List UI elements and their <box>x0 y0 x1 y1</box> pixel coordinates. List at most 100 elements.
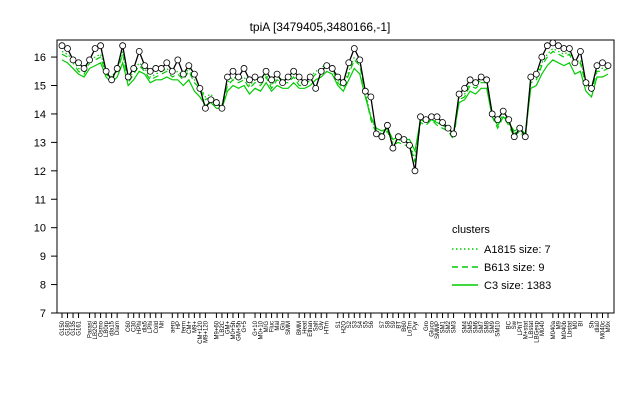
x-tick-label: CM+ <box>187 321 193 334</box>
x-tick-label: Sw <box>512 320 518 329</box>
data-point <box>124 73 132 81</box>
data-point <box>279 79 287 87</box>
data-point <box>494 116 502 124</box>
y-tick-label: 11 <box>35 194 46 206</box>
data-point <box>361 87 369 95</box>
data-point <box>196 84 204 92</box>
x-tick-label: GM+5h <box>236 321 242 341</box>
data-point <box>64 45 71 52</box>
data-point <box>179 70 187 78</box>
data-point <box>461 84 469 92</box>
legend: clusters A1815 size: 7 B613 size: 9 C3 siz… <box>452 224 551 292</box>
x-tick-label: M0+10 <box>259 320 265 339</box>
x-tick-label: BC <box>507 320 513 329</box>
data-point <box>372 130 380 138</box>
x-tick-label: SM5 <box>468 320 474 333</box>
data-point <box>472 79 480 87</box>
x-tick-label: Nit <box>159 321 165 329</box>
x-tick-label: SM7 <box>479 320 485 333</box>
x-tick-label: Gro <box>424 320 430 331</box>
data-point <box>521 133 529 141</box>
x-tick-label: Osmo <box>99 320 105 337</box>
x-axis: G150 G180 G135 G161 Parasi LB2C6 Osmo LB0rp dla1… <box>60 313 612 344</box>
data-point <box>538 53 546 61</box>
x-tick-label: Cold <box>154 321 160 333</box>
data-point <box>565 45 573 52</box>
data-point <box>69 56 77 64</box>
data-point <box>284 73 292 81</box>
x-tick-label: Pyr <box>413 321 419 330</box>
x-tick-label: SM2 <box>446 320 452 333</box>
x-tick-label: B60 <box>402 320 408 331</box>
y-tick-label: 7 <box>40 308 46 320</box>
data-point <box>75 59 82 67</box>
data-point <box>599 59 606 67</box>
x-tick-label: M040a <box>551 320 557 339</box>
data-point <box>444 124 452 132</box>
x-tick-label: LoTm <box>407 321 413 336</box>
data-point <box>477 73 485 81</box>
x-tick-label: Parasi <box>88 321 94 338</box>
x-tick-label: Lbstat <box>567 321 573 338</box>
data-point <box>400 136 408 143</box>
data-point <box>86 56 93 64</box>
data-point <box>301 79 309 87</box>
data-point <box>229 67 237 75</box>
y-tick-label: 10 <box>34 223 46 235</box>
data-point <box>168 67 176 75</box>
data-point <box>604 62 612 69</box>
data-point <box>312 84 320 92</box>
data-point <box>91 45 99 52</box>
x-tick-label: G+10 <box>253 320 259 336</box>
x-tick-label: BI <box>578 321 584 327</box>
data-point <box>323 62 331 69</box>
x-tick-label: SM8 <box>485 320 491 333</box>
x-tick-label: M9 <box>556 320 562 329</box>
x-tick-label: SMM <box>286 321 292 335</box>
x-tick-label: SM10 <box>496 320 502 336</box>
data-point <box>543 42 551 50</box>
data-point <box>130 65 138 72</box>
data-point <box>395 133 402 141</box>
x-tick-label: SM6 <box>474 320 480 333</box>
x-tick-label: dla5 <box>143 320 149 332</box>
data-point <box>383 121 391 129</box>
x-tick-label: Glu <box>281 321 287 330</box>
data-point <box>356 56 364 64</box>
data-point <box>58 42 66 50</box>
data-point <box>406 141 413 149</box>
data-point <box>455 90 463 98</box>
data-point <box>119 42 127 50</box>
y-axis: 7 8 9 10 11 12 13 14 15 16 <box>34 52 57 320</box>
data-point <box>417 113 424 121</box>
data-point <box>113 65 121 72</box>
x-tick-label: Fluc <box>270 321 276 332</box>
x-tick-label: LBGexp <box>534 320 540 342</box>
legend-title: clusters <box>452 224 490 236</box>
data-point <box>262 67 270 75</box>
data-point <box>235 73 242 81</box>
data-point <box>80 65 88 72</box>
x-tick-label: SMMP <box>435 321 441 339</box>
x-tick-label: ferm <box>181 321 187 333</box>
data-point <box>527 73 535 81</box>
data-point <box>152 65 160 72</box>
data-point <box>433 113 441 121</box>
y-tick-label: 14 <box>34 109 46 121</box>
x-tick-label: SM1 <box>441 320 447 333</box>
data-point <box>554 42 562 50</box>
data-point <box>146 67 154 75</box>
x-tick-label: HP <box>176 321 182 329</box>
data-point <box>345 59 353 67</box>
x-tick-label: LB2C <box>220 320 226 336</box>
x-tick-label: Gly <box>319 321 325 330</box>
x-tick-label: G135 <box>71 320 77 335</box>
x-tick-label: HTm <box>325 321 331 334</box>
data-point <box>157 65 165 72</box>
legend-label: B613 size: 9 <box>484 262 545 274</box>
data-point <box>510 133 518 141</box>
data-point <box>201 104 209 112</box>
data-point <box>273 70 281 78</box>
x-tick-label: aero <box>170 320 176 333</box>
